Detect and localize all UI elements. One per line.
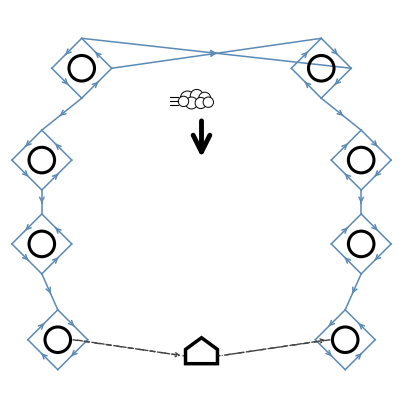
Circle shape — [199, 93, 211, 105]
Circle shape — [195, 98, 206, 109]
Circle shape — [180, 92, 195, 106]
Circle shape — [185, 98, 197, 110]
Circle shape — [190, 90, 203, 103]
Circle shape — [179, 97, 189, 107]
Circle shape — [203, 98, 214, 108]
